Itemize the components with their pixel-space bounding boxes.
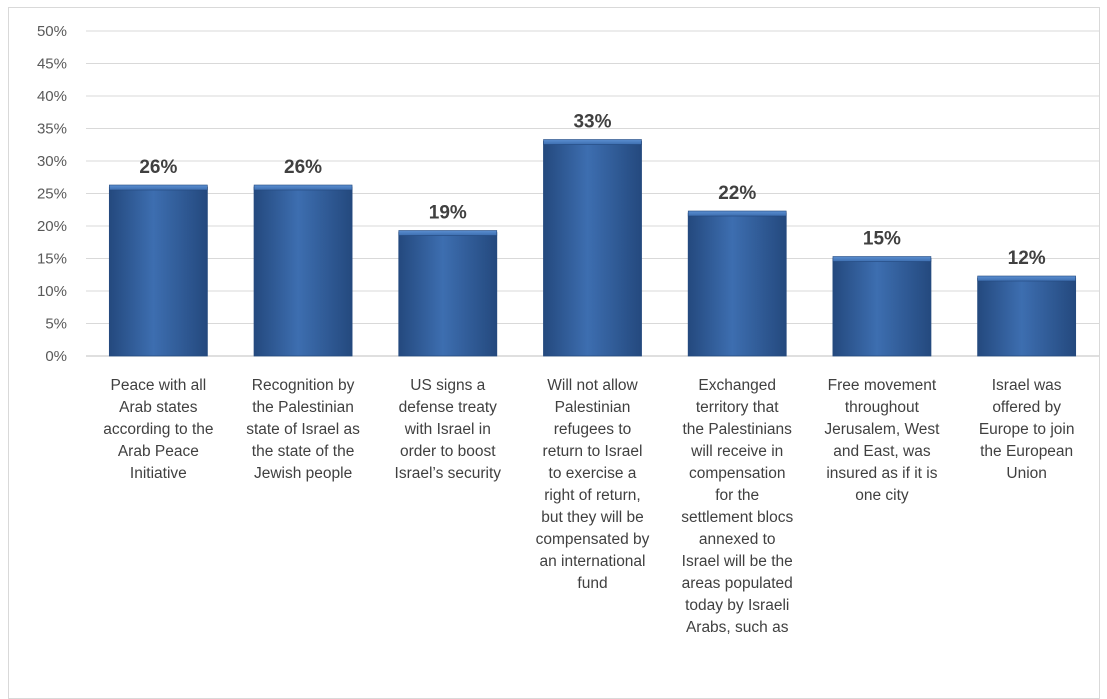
category-label-line: to exercise a bbox=[549, 465, 637, 482]
bar-cap bbox=[253, 184, 353, 191]
y-tick-label: 50% bbox=[37, 23, 67, 40]
category-label-line: Palestinian bbox=[555, 399, 631, 416]
bar-chart: 0% 5% 10% 15% 20% 25% 30% 35% 40% 45% 50% 26% Peace … bbox=[37, 23, 1099, 636]
y-tick-label: 5% bbox=[45, 316, 67, 333]
bar-cap bbox=[832, 256, 932, 262]
category-label-line: right of return, bbox=[544, 487, 641, 504]
category-label-line: Will not allow bbox=[547, 377, 638, 394]
category-label-line: will receive in bbox=[690, 443, 783, 460]
category-label-line: compensation bbox=[689, 465, 786, 482]
category-label-line: defense treaty bbox=[399, 399, 497, 416]
y-tick-label: 15% bbox=[37, 251, 67, 268]
category-label: Peace with all Arab states according to th… bbox=[103, 377, 213, 482]
category-label-line: Arab Peace bbox=[118, 443, 199, 460]
category-label-line: return to Israel bbox=[543, 443, 643, 460]
category-label: Recognition by the Palestinian state of Is… bbox=[246, 377, 360, 482]
category-label-line: insured as if it is bbox=[826, 465, 937, 482]
category-label-line: refugees to bbox=[554, 421, 632, 438]
bar-cap bbox=[109, 184, 208, 191]
y-tick-label: 30% bbox=[37, 153, 67, 170]
category-label-line: the European bbox=[980, 443, 1073, 460]
category-label-line: Israel was bbox=[992, 377, 1062, 394]
bar bbox=[543, 141, 642, 357]
category-label-line: order to boost bbox=[400, 443, 496, 460]
data-label: 26% bbox=[284, 157, 322, 178]
category-label-line: throughout bbox=[845, 399, 920, 416]
category-label-line: the Palestinian bbox=[252, 399, 354, 416]
category-label-line: territory that bbox=[696, 399, 779, 416]
category-label: Exchanged territory that the Palestinians w… bbox=[681, 377, 793, 636]
category-label-line: with Israel in bbox=[404, 421, 491, 438]
data-label: 22% bbox=[718, 183, 756, 204]
category-label-line: Peace with all bbox=[111, 377, 207, 394]
category-label-line: fund bbox=[577, 575, 607, 592]
data-label: 19% bbox=[429, 203, 467, 224]
bar bbox=[687, 212, 787, 357]
category-label-line: areas populated bbox=[682, 575, 793, 592]
bar bbox=[398, 232, 498, 357]
category-label-line: Israel’s security bbox=[395, 465, 502, 482]
category-label-line: and East, was bbox=[833, 443, 931, 460]
category-label: US signs a defense treaty with Israel in or… bbox=[395, 377, 502, 482]
category-label-line: Jewish people bbox=[254, 465, 352, 482]
category-label: Free movement throughout Jerusalem, West an… bbox=[824, 377, 940, 504]
category-label-line: today by Israeli bbox=[685, 597, 789, 614]
category-label: Israel was offered by Europe to join the Eu… bbox=[979, 377, 1075, 482]
bar-cap bbox=[543, 139, 642, 145]
category-label-line: according to the bbox=[103, 421, 213, 438]
category-label-line: Exchanged bbox=[698, 377, 776, 394]
category-label-line: an international bbox=[540, 553, 646, 570]
y-tick-label: 20% bbox=[37, 218, 67, 235]
category-label-line: settlement blocs bbox=[681, 509, 793, 526]
category-label-line: Jerusalem, West bbox=[824, 421, 940, 438]
category-label-line: state of Israel as bbox=[246, 421, 360, 438]
category-label: Will not allow Palestinian refugees to retu… bbox=[536, 377, 650, 592]
category-label-line: Free movement bbox=[828, 377, 937, 394]
bar-cap bbox=[398, 230, 498, 236]
category-label-line: one city bbox=[855, 487, 909, 504]
category-label-line: Recognition by bbox=[252, 377, 355, 394]
data-label: 33% bbox=[573, 112, 611, 133]
y-tick-label: 40% bbox=[37, 88, 67, 105]
category-label-line: but they will be bbox=[541, 509, 644, 526]
category-label-line: the Palestinians bbox=[682, 421, 792, 438]
y-tick-label: 0% bbox=[45, 348, 67, 365]
y-tick-label: 35% bbox=[37, 121, 67, 138]
bar-cap bbox=[977, 275, 1076, 282]
category-label-line: Israel will be the bbox=[682, 553, 793, 570]
y-tick-label: 25% bbox=[37, 186, 67, 203]
category-label-line: compensated by bbox=[536, 531, 650, 548]
data-label: 15% bbox=[863, 229, 901, 250]
bar-cap bbox=[687, 210, 787, 217]
category-label-line: Arab states bbox=[119, 399, 198, 416]
data-label: 12% bbox=[1008, 248, 1046, 269]
category-label-line: offered by bbox=[992, 399, 1061, 416]
bar bbox=[108, 186, 208, 357]
category-label-line: Arabs, such as bbox=[686, 619, 789, 636]
bar bbox=[832, 258, 932, 357]
bar bbox=[977, 277, 1077, 357]
y-tick-label: 10% bbox=[37, 283, 67, 300]
y-tick-label: 45% bbox=[37, 56, 67, 73]
data-label: 26% bbox=[139, 157, 177, 178]
chart-frame: 0% 5% 10% 15% 20% 25% 30% 35% 40% 45% 50% 26% Peace … bbox=[8, 7, 1100, 699]
category-label-line: the state of the bbox=[252, 443, 355, 460]
category-label-line: Initiative bbox=[130, 465, 187, 482]
bar bbox=[253, 186, 353, 357]
category-label-line: Europe to join bbox=[979, 421, 1075, 438]
category-label-line: Union bbox=[1006, 465, 1047, 482]
category-label-line: annexed to bbox=[699, 531, 776, 548]
category-label-line: for the bbox=[715, 487, 759, 504]
category-label-line: US signs a bbox=[410, 377, 485, 394]
